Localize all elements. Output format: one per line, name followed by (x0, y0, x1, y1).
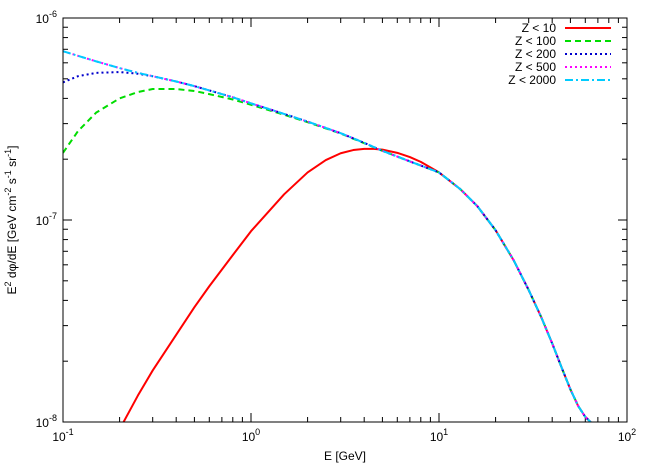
y-tick-label: 10-7 (36, 211, 57, 228)
legend-label: Z < 200 (515, 47, 556, 61)
x-tick-label: 101 (430, 427, 448, 444)
plot-frame (62, 17, 628, 423)
series-line-1 (122, 147, 592, 422)
series-line-4 (63, 50, 592, 422)
y-tick-label: 10-6 (36, 9, 57, 26)
series-layer (63, 50, 592, 422)
x-axis-label: E [GeV] (324, 449, 366, 463)
legend-label: Z < 100 (515, 34, 556, 48)
legend-label: Z < 2000 (508, 73, 556, 87)
series-line-3 (63, 71, 592, 422)
x-tick-labels: 10-1 100 101 102 (52, 427, 636, 444)
y-axis-label: E2 dφ/dE [GeV cm-2 s-1 sr-1] (3, 146, 19, 295)
minor-ticks (63, 18, 627, 422)
legend-label: Z < 10 (522, 21, 557, 35)
x-tick-label: 10-1 (52, 427, 73, 444)
y-tick-labels: 10-8 10-7 10-6 (36, 9, 57, 430)
series-line-5 (63, 50, 592, 422)
y-tick-label: 10-8 (36, 413, 57, 430)
legend-label: Z < 500 (515, 60, 556, 74)
x-tick-label: 100 (242, 427, 260, 444)
x-tick-label: 102 (618, 427, 636, 444)
